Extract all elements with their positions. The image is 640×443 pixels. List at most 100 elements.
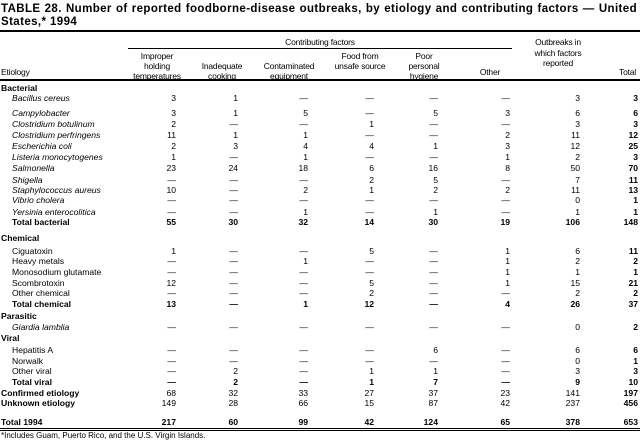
row-section-label: Confirmed etiology <box>1 388 80 398</box>
cell-value: — <box>229 152 238 162</box>
cell-total: 3 <box>633 152 638 162</box>
cell-value: 6 <box>433 345 438 355</box>
table-row: Unknown etiology 149 28 66 15 87 42 237 456 <box>0 398 640 409</box>
cell-value: — <box>429 93 438 103</box>
cell-value: — <box>429 299 438 309</box>
cell-value: — <box>299 195 308 205</box>
cell-value: — <box>229 207 238 217</box>
table-row: Staphylococcus aureus 10 — 2 1 2 2 11 13 <box>0 185 640 196</box>
cell-value: 1 <box>575 267 580 277</box>
cell-value: 99 <box>298 417 308 427</box>
cell-value: — <box>229 278 238 288</box>
table-row: Listeria monocytogenes 1 — 1 — — 1 2 3 <box>0 152 640 163</box>
cell-value: 3 <box>171 93 176 103</box>
row-label: Total viral <box>12 377 52 387</box>
cell-value: 1 <box>303 299 308 309</box>
table-row: Campylobacter 3 1 5 — 5 3 6 6 <box>0 108 640 119</box>
cell-value: 23 <box>166 163 176 173</box>
cell-value: — <box>501 377 510 387</box>
table-row: Clostridium perfringens 11 1 1— —2 11 12 <box>0 130 640 141</box>
cell-value: — <box>365 152 374 162</box>
cell-value: 28 <box>228 398 238 408</box>
cell-value: 2 <box>369 175 374 185</box>
cell-value: 87 <box>428 398 438 408</box>
cell-value: 18 <box>298 163 308 173</box>
cell-value: — <box>365 195 374 205</box>
cell-value: — <box>429 119 438 129</box>
row-label: Other chemical <box>12 288 70 298</box>
table-row: Viral <box>0 333 640 344</box>
cell-value: — <box>429 195 438 205</box>
cell-value: 1 <box>303 152 308 162</box>
cell-value: — <box>167 195 176 205</box>
cell-value: — <box>365 356 374 366</box>
table-row: Monosodium glutamate — — — — — 1 1 1 <box>0 267 640 278</box>
cell-value: 1 <box>505 278 510 288</box>
cell-value: 2 <box>575 288 580 298</box>
cell-value: 30 <box>228 217 238 227</box>
row-label: Staphylococcus aureus <box>12 185 101 195</box>
cell-value: 1 <box>505 267 510 277</box>
row-label: Total chemical <box>12 299 72 309</box>
cell-value: — <box>299 322 308 332</box>
row-label: Hepatitis A <box>12 345 54 355</box>
cell-value: 11 <box>167 130 176 140</box>
cell-value: 27 <box>364 388 374 398</box>
cell-total: 653 <box>623 417 638 427</box>
cell-value: — <box>299 366 308 376</box>
cell-total: 25 <box>628 141 638 151</box>
cell-total: 197 <box>623 388 638 398</box>
cell-value: — <box>365 130 374 140</box>
cell-value: — <box>299 278 308 288</box>
table-row: Salmonella 23 24 18 6 16 8 50 70 <box>0 163 640 174</box>
cell-value: — <box>167 267 176 277</box>
cell-value: 37 <box>428 388 438 398</box>
cell-value: — <box>429 256 438 266</box>
cell-total: 10 <box>628 377 638 387</box>
cell-value: — <box>429 322 438 332</box>
row-label: Shigella <box>12 175 43 185</box>
cell-value: 3 <box>505 141 510 151</box>
cell-value: 5 <box>303 108 308 118</box>
cell-value: — <box>229 288 238 298</box>
cell-value: 33 <box>298 388 308 398</box>
cell-value: 2 <box>233 377 238 387</box>
table-row: Heavy metals — — 1 — — 1 2 2 <box>0 256 640 267</box>
cell-total: 6 <box>633 108 638 118</box>
cell-value: — <box>501 119 510 129</box>
cell-value: — <box>501 288 510 298</box>
row-label: Vibrio cholera <box>12 195 65 205</box>
cell-value: 1 <box>369 185 374 195</box>
cell-total: 456 <box>623 398 638 408</box>
row-section-label: Parasitic <box>1 311 37 321</box>
cell-value: 0 <box>575 322 580 332</box>
table-row: Other chemical — — — 2 — — 2 2 <box>0 288 640 299</box>
row-label: Escherichia coli <box>12 141 72 151</box>
cell-total: 6 <box>633 345 638 355</box>
table-row: Ciguatoxin 1 — — 5 — 1 6 11 <box>0 246 640 257</box>
cell-value: — <box>429 152 438 162</box>
cell-value: — <box>167 366 176 376</box>
cell-value: — <box>365 256 374 266</box>
cell-total: 2 <box>633 322 638 332</box>
cell-value: — <box>167 288 176 298</box>
cell-value: 26 <box>570 299 580 309</box>
cell-total: 2 <box>633 288 638 298</box>
cell-value: 30 <box>428 217 438 227</box>
cell-value: — <box>167 377 176 387</box>
cell-total: 37 <box>628 299 638 309</box>
row-section-label: Bacterial <box>1 83 38 93</box>
row-label: Scombrotoxin <box>12 278 65 288</box>
table-row: Shigella — — — 2 5 — 7 11 <box>0 175 640 186</box>
header-food-unsafe-source: Food from unsafe source <box>334 51 386 71</box>
cell-value: 12 <box>570 141 580 151</box>
row-label: Heavy metals <box>12 256 65 266</box>
cell-value: 11 <box>571 130 580 140</box>
cell-value: 32 <box>228 388 238 398</box>
cell-value: 65 <box>500 417 510 427</box>
cell-value: 19 <box>500 217 510 227</box>
cell-value: 149 <box>161 398 176 408</box>
cell-value: — <box>229 195 238 205</box>
cell-total: 13 <box>628 185 638 195</box>
cell-value: — <box>365 267 374 277</box>
